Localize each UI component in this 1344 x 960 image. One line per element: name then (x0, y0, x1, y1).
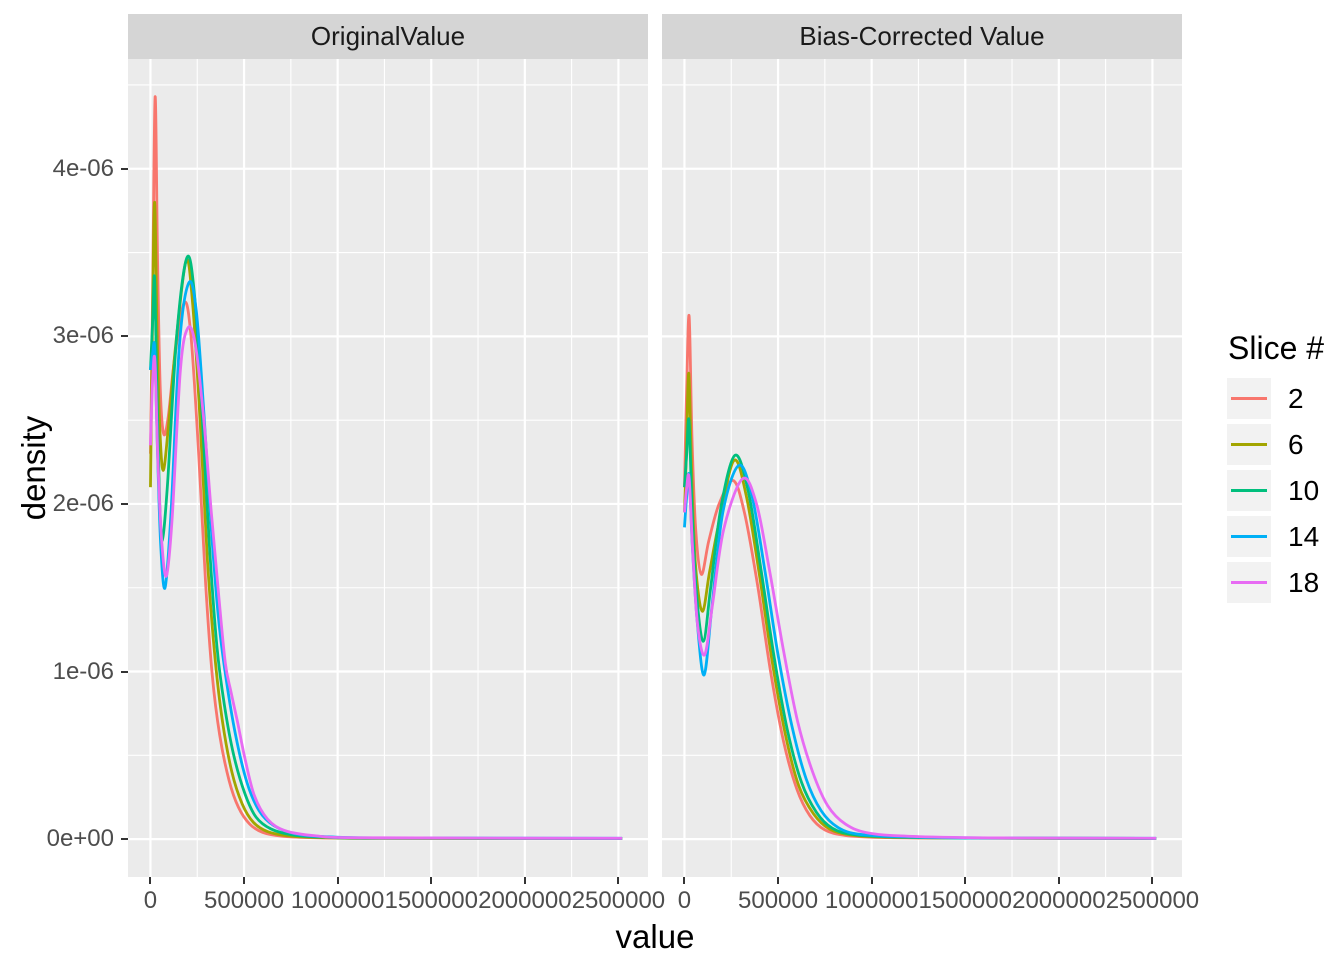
x-axis-tick-mark (683, 877, 686, 884)
legend-entry-label: 2 (1288, 382, 1304, 414)
legend-entries: 2 6 10 14 18 (1227, 378, 1324, 603)
facet-strip-original-value-label: OriginalValue (310, 21, 466, 51)
legend-entry-slice-6: 6 (1227, 424, 1324, 465)
legend-entry-slice-10: 10 (1227, 470, 1324, 511)
y-axis-tick-mark (121, 670, 128, 673)
x-axis-tick-label: 1500000 (918, 887, 1012, 914)
y-axis-tick-mark (121, 167, 128, 170)
x-axis-tick-mark (1057, 877, 1060, 884)
y-axis-tick-mark (121, 838, 128, 841)
x-axis-tick-label: 1000000 (290, 887, 385, 914)
x-axis-tick-mark (430, 877, 433, 884)
x-axis-tick-mark (336, 877, 339, 884)
density-curve-slice-18 (683, 473, 1157, 840)
legend-key-box (1227, 470, 1271, 511)
legend-entry-label: 10 (1288, 474, 1320, 506)
legend: Slice # 2 6 10 14 18 (1227, 330, 1324, 608)
legend-entry-label: 6 (1288, 428, 1304, 460)
legend-key-line-icon (1231, 443, 1267, 446)
y-axis-tick-label: 3e-06 (52, 322, 114, 350)
x-axis-tick-label: 1000000 (824, 887, 919, 914)
legend-key-line-icon (1231, 581, 1267, 584)
panel-original-value (128, 59, 648, 877)
x-axis-tick-mark (243, 877, 246, 884)
x-axis-tick-label: 2500000 (571, 887, 666, 914)
x-axis-tick-label: 500000 (738, 887, 819, 914)
panel-background (662, 59, 1182, 877)
facet-strip-bias-corrected-value: Bias-Corrected Value (662, 14, 1182, 59)
x-axis-tick-label: 2500000 (1105, 887, 1200, 914)
legend-title: Slice # (1228, 330, 1325, 366)
x-axis-tick-label: 2000000 (1012, 887, 1106, 914)
legend-entry-slice-18: 18 (1227, 562, 1324, 603)
legend-key-box (1227, 562, 1271, 603)
y-axis-tick-label: 0e+00 (46, 825, 114, 853)
x-axis-tick-mark (870, 877, 873, 884)
x-axis-tick-label: 0 (677, 887, 692, 914)
legend-key-box (1227, 378, 1271, 419)
legend-key-box (1227, 516, 1271, 557)
x-axis-tick-mark (617, 877, 620, 884)
x-axis-tick-mark (964, 877, 967, 884)
x-axis-tick-label: 1500000 (384, 887, 478, 914)
panel-bias-corrected-value (662, 59, 1182, 877)
x-axis-tick-mark (777, 877, 780, 884)
legend-key-box (1227, 424, 1271, 465)
y-axis-title: density (15, 415, 52, 521)
y-axis-tick-label: 4e-06 (52, 154, 114, 182)
legend-entry-label: 14 (1288, 520, 1320, 552)
density-curve-slice-18 (149, 325, 623, 840)
legend-key-line-icon (1231, 535, 1267, 538)
x-axis-tick-label: 500000 (204, 887, 285, 914)
x-axis-title: value (615, 918, 695, 955)
y-axis-tick-label: 1e-06 (52, 657, 114, 685)
y-axis-tick-mark (121, 335, 128, 338)
x-axis-tick-mark (1151, 877, 1154, 884)
legend-entry-slice-2: 2 (1227, 378, 1324, 419)
x-axis-tick-mark (149, 877, 152, 884)
facet-strip-original-value: OriginalValue (128, 14, 648, 59)
x-axis-tick-label: 0 (143, 887, 158, 914)
y-axis-tick-label: 2e-06 (52, 489, 114, 517)
x-axis-tick-mark (523, 877, 526, 884)
x-axis-tick-label: 2000000 (478, 887, 572, 914)
legend-entry-slice-14: 14 (1227, 516, 1324, 557)
facet-strip-bias-corrected-value-label: Bias-Corrected Value (799, 21, 1045, 51)
legend-key-line-icon (1231, 397, 1267, 400)
y-axis-tick-mark (121, 502, 128, 505)
legend-key-line-icon (1231, 489, 1267, 492)
legend-entry-label: 18 (1288, 566, 1320, 598)
panel-background (128, 59, 648, 877)
